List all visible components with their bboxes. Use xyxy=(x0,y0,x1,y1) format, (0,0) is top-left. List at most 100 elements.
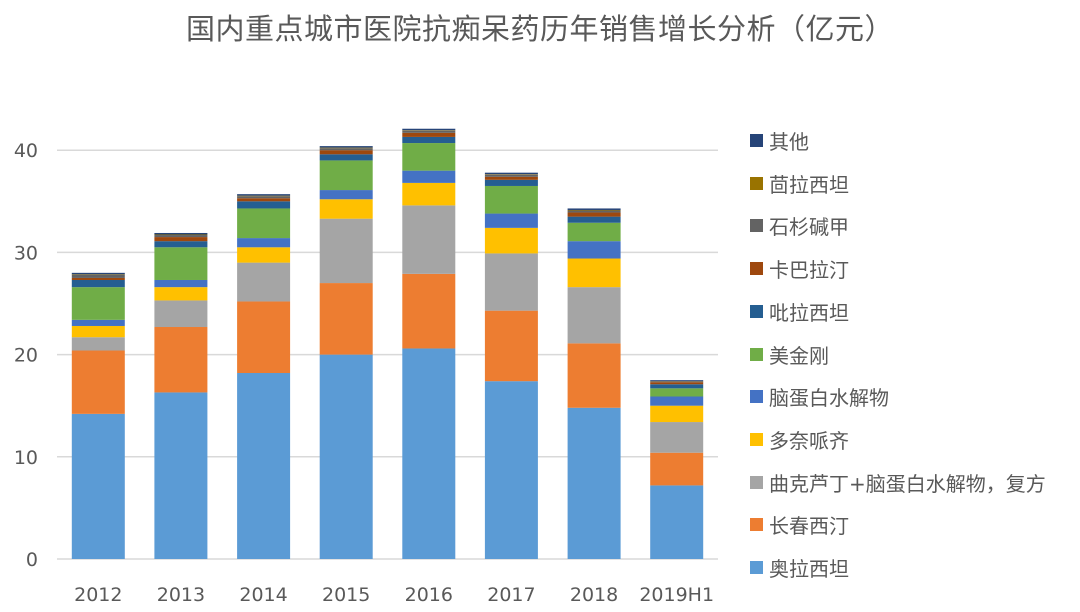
legend-swatch xyxy=(750,561,763,574)
legend-swatch xyxy=(750,176,763,190)
legend-swatch xyxy=(750,347,763,361)
bar-segment xyxy=(650,388,704,397)
bar-segment xyxy=(71,279,125,288)
bar-segment xyxy=(402,348,456,559)
legend-label: 石杉碱甲 xyxy=(769,215,849,240)
bar-segment xyxy=(402,170,456,183)
bar-segment xyxy=(237,247,291,263)
legend-label: 美金刚 xyxy=(769,343,829,368)
bar-segment xyxy=(319,354,373,559)
x-tick-label: 2016 xyxy=(405,584,453,606)
bar-segment xyxy=(71,337,125,351)
bar-segment xyxy=(484,172,538,175)
legend-item: 其他 xyxy=(750,126,809,155)
bar-stack-2015 xyxy=(319,146,373,559)
legend-swatch xyxy=(750,134,763,147)
y-tick-label: 30 xyxy=(14,242,38,264)
bar-segment xyxy=(650,396,704,406)
x-tick-label: 2019H1 xyxy=(639,584,714,606)
legend-item: 茴拉西坦 xyxy=(750,169,849,198)
bar-stack-2018 xyxy=(567,208,621,559)
bar-segment xyxy=(71,272,125,275)
bar-segment xyxy=(567,216,621,223)
bar-segment xyxy=(237,238,291,248)
bar-segment xyxy=(484,179,538,186)
bar-segment xyxy=(237,198,291,202)
bar-segment xyxy=(319,146,373,148)
bar-segment xyxy=(402,130,456,131)
legend-item: 长春西汀 xyxy=(750,510,849,539)
bar-segment xyxy=(71,277,125,280)
bar-segment xyxy=(237,301,291,373)
x-tick-label: 2018 xyxy=(570,584,618,606)
legend-swatch xyxy=(750,390,763,404)
legend-item: 奥拉西坦 xyxy=(750,553,849,582)
bar-segment xyxy=(237,262,291,302)
bar-segment xyxy=(154,234,208,236)
bar-segment xyxy=(71,325,125,338)
bar-segment xyxy=(154,241,208,248)
bar-segment xyxy=(567,287,621,344)
y-tick-label: 20 xyxy=(14,345,38,367)
bar-stack-2012 xyxy=(71,272,125,559)
legend-label: 卡巴拉汀 xyxy=(769,258,849,283)
bar-segment xyxy=(484,174,538,177)
bar-segment xyxy=(154,392,208,559)
legend-label: 吡拉西坦 xyxy=(769,300,849,325)
legend-label: 多奈哌齐 xyxy=(769,428,849,453)
bar-segment xyxy=(154,279,208,288)
bar-segment xyxy=(567,241,621,259)
bar-stack-2016 xyxy=(402,128,456,559)
bar-segment xyxy=(650,405,704,423)
legend-label: 长春西汀 xyxy=(769,514,849,539)
bar-segment xyxy=(154,232,208,235)
legend-swatch xyxy=(750,475,763,489)
bar-segment xyxy=(71,413,125,559)
bar-segment xyxy=(237,208,291,239)
bar-segment xyxy=(484,185,538,214)
bar-segment xyxy=(319,199,373,219)
bar-segment xyxy=(319,283,373,355)
bar-segment xyxy=(402,205,456,274)
legend-swatch xyxy=(750,219,763,233)
legend-swatch xyxy=(750,432,763,446)
chart-title: 国内重点城市医院抗痴呆药历年销售增长分析（亿元） xyxy=(185,12,894,46)
bar-segment xyxy=(319,150,373,155)
legend-item: 卡巴拉汀 xyxy=(750,254,849,283)
x-tick-label: 2015 xyxy=(322,584,370,606)
bar-segment xyxy=(650,382,704,385)
legend-item: 曲克芦丁+脑蛋白水解物，复方 xyxy=(750,468,1046,497)
y-tick-label: 40 xyxy=(14,140,38,162)
legend-label: 脑蛋白水解物 xyxy=(769,386,889,411)
y-tick-label: 0 xyxy=(26,549,38,571)
bar-segment xyxy=(237,201,291,209)
y-axis: 0 10 20 30 40 xyxy=(14,140,38,571)
legend-label: 奥拉西坦 xyxy=(769,557,849,581)
bar-segment xyxy=(567,208,621,210)
bar-segment xyxy=(319,160,373,191)
bar-segment xyxy=(319,147,373,149)
bar-segment xyxy=(71,274,125,278)
bar-segment xyxy=(650,380,704,381)
bar-segment xyxy=(484,310,538,382)
y-tick-label: 10 xyxy=(14,447,38,469)
bar-segment xyxy=(154,247,208,280)
bar-segment xyxy=(484,253,538,311)
bar-segment xyxy=(567,343,621,408)
bar-segment xyxy=(484,381,538,559)
bar-segment xyxy=(71,350,125,414)
bar-segment xyxy=(319,154,373,161)
legend-swatch xyxy=(750,262,763,276)
bar-segment xyxy=(402,130,456,133)
bar-segment xyxy=(71,319,125,326)
legend-label: 曲克芦丁+脑蛋白水解物，复方 xyxy=(769,471,1046,496)
x-tick-label: 2012 xyxy=(74,584,122,606)
bar-segment xyxy=(650,384,704,389)
bar-segment xyxy=(237,373,291,559)
bar-segment xyxy=(402,128,456,131)
bar-segment xyxy=(402,273,456,349)
bar-segment xyxy=(567,407,621,559)
bar-segment xyxy=(71,274,125,275)
bar-segment xyxy=(402,132,456,137)
